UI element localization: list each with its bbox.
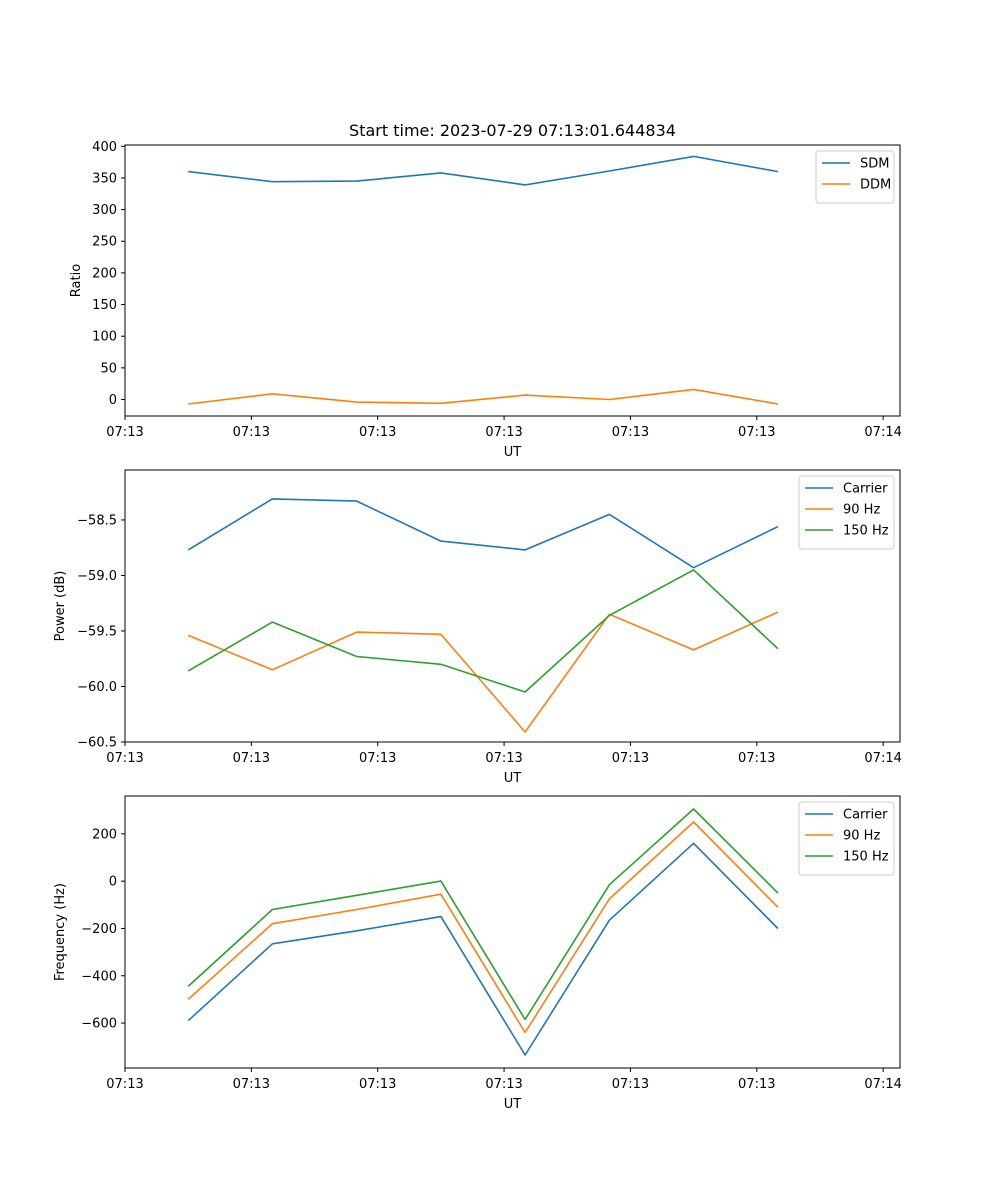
- ratio-x-axis-label: UT: [504, 445, 522, 460]
- ratio-x-tick-label: 07:13: [106, 425, 143, 440]
- power-y-tick-label: −58.5: [77, 513, 117, 528]
- ratio-series-ddm: [188, 388, 779, 405]
- ratio-y-tick-label: 100: [92, 330, 117, 345]
- power-y-tick-label: −59.0: [77, 569, 117, 584]
- power-x-axis-label: UT: [504, 771, 522, 786]
- frequency-legend-label-150-hz: 150 Hz: [843, 850, 889, 865]
- power-legend-label-150-hz: 150 Hz: [843, 524, 889, 539]
- ratio-panel: 07:13 07:13 07:13 07:13 07:13 07:13 07:14 0 50 10…: [69, 140, 902, 460]
- power-x-tick-label: 07:13: [233, 751, 270, 766]
- ratio-y-axis-label: Ratio: [69, 264, 84, 297]
- ratio-y-tick-label: 400: [92, 140, 117, 155]
- frequency-y-tick-label: −600: [81, 1017, 117, 1032]
- ratio-legend-label-ddm: DDM: [860, 178, 891, 193]
- frequency-panel: 07:13 07:13 07:13 07:13 07:13 07:13 07:14 −600 −…: [53, 795, 902, 1112]
- ratio-y-tick-label: 0: [109, 393, 117, 408]
- frequency-series-90-hz: [187, 821, 779, 1034]
- frequency-series-carrier: [187, 842, 779, 1056]
- power-x-tick-label: 07:13: [738, 751, 775, 766]
- ratio-axes-frame: [124, 144, 901, 417]
- ratio-y-tick-label: 350: [92, 171, 117, 186]
- power-y-tick-label: −60.0: [77, 680, 117, 695]
- frequency-y-tick-label: 200: [92, 827, 117, 842]
- ratio-x-tick-label: 07:13: [612, 425, 649, 440]
- frequency-x-tick-label: 07:13: [359, 1077, 396, 1092]
- frequency-x-tick-label: 07:13: [485, 1077, 522, 1092]
- power-legend-label-carrier: Carrier: [843, 482, 888, 497]
- ratio-legend: SDM DDM: [815, 150, 895, 204]
- ratio-y-tick-label: 150: [92, 298, 117, 313]
- chart-title: Start time: 2023-07-29 07:13:01.644834: [349, 121, 676, 140]
- frequency-y-tick-label: −400: [81, 969, 117, 984]
- power-x-tick-label: 07:13: [612, 751, 649, 766]
- power-x-tick-label: 07:13: [106, 751, 143, 766]
- power-series-150-hz: [187, 569, 779, 693]
- ratio-x-tick-label: 07:13: [359, 425, 396, 440]
- ratio-y-tick-label: 200: [92, 266, 117, 281]
- power-y-tick-label: −60.5: [77, 736, 117, 751]
- frequency-x-tick-label: 07:13: [612, 1077, 649, 1092]
- frequency-x-axis-label: UT: [504, 1097, 522, 1112]
- power-x-tick-label: 07:13: [485, 751, 522, 766]
- frequency-legend: Carrier 90 Hz 150 Hz: [798, 801, 895, 876]
- power-y-tick-label: −59.5: [77, 624, 117, 639]
- ratio-x-tick-label: 07:14: [864, 425, 901, 440]
- frequency-series-150-hz: [187, 808, 779, 1021]
- ratio-x-tick-label: 07:13: [738, 425, 775, 440]
- ratio-x-tick-label: 07:13: [485, 425, 522, 440]
- ratio-y-tick-label: 250: [92, 235, 117, 250]
- ratio-legend-box: [815, 150, 895, 204]
- ratio-legend-label-sdm: SDM: [860, 157, 889, 172]
- frequency-legend-label-carrier: Carrier: [843, 808, 888, 823]
- power-y-axis-label: Power (dB): [53, 571, 68, 642]
- frequency-y-tick-label: 0: [109, 875, 117, 890]
- frequency-legend-label-90-hz: 90 Hz: [843, 829, 880, 844]
- power-series-90-hz: [187, 611, 779, 733]
- frequency-x-tick-label: 07:13: [738, 1077, 775, 1092]
- ratio-y-tick-label: 50: [100, 361, 117, 376]
- ratio-x-tick-label: 07:13: [233, 425, 270, 440]
- power-legend-label-90-hz: 90 Hz: [843, 503, 880, 518]
- ratio-y-tick-label: 300: [92, 203, 117, 218]
- frequency-x-tick-label: 07:13: [233, 1077, 270, 1092]
- ratio-series-sdm: [188, 155, 779, 186]
- power-legend: Carrier 90 Hz 150 Hz: [798, 475, 895, 550]
- power-panel: 07:13 07:13 07:13 07:13 07:13 07:13 07:14 −60.5…: [53, 469, 902, 786]
- power-axes-frame: [124, 469, 901, 743]
- power-series-carrier: [187, 498, 779, 569]
- frequency-x-tick-label: 07:13: [106, 1077, 143, 1092]
- frequency-y-axis-label: Frequency (Hz): [53, 883, 68, 981]
- frequency-x-tick-label: 07:14: [864, 1077, 901, 1092]
- power-x-tick-label: 07:13: [359, 751, 396, 766]
- frequency-axes-frame: [124, 795, 901, 1069]
- frequency-y-tick-label: −200: [81, 922, 117, 937]
- power-x-tick-label: 07:14: [864, 751, 901, 766]
